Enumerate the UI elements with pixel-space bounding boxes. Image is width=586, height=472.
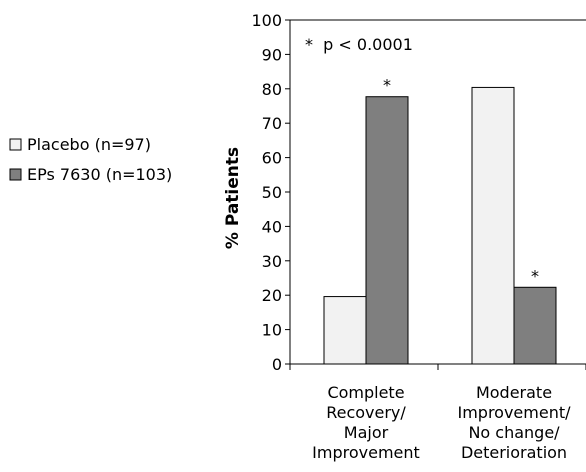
y-axis-label: % Patients (223, 147, 243, 249)
legend-label-1: Placebo (n=97) (27, 135, 151, 154)
category-label-2: Moderate Improvement/No change/Deteriorat… (457, 383, 571, 462)
bar-eps-7630-2 (513, 286, 557, 365)
bar-placebo-2 (471, 86, 515, 365)
y-tick-label: 100 (251, 11, 282, 30)
legend-swatch-2 (9, 168, 22, 181)
bar-eps-7630-1 (365, 96, 409, 365)
legend-label-2: EPs 7630 (n=103) (27, 165, 172, 184)
legend-swatch-1 (9, 138, 22, 151)
y-tick-label: 10 (262, 321, 282, 340)
significance-markers: ** (383, 76, 539, 286)
y-tick-label: 50 (262, 183, 282, 202)
bar-placebo-1 (323, 296, 367, 365)
y-tick-label: 40 (262, 217, 282, 236)
p-value-annotation: * p < 0.0001 (305, 35, 413, 54)
y-tick-label: 60 (262, 149, 282, 168)
significance-star: * (383, 76, 391, 95)
y-tick-label: 0 (272, 355, 282, 374)
y-tick-label: 90 (262, 45, 282, 64)
y-tick-label: 30 (262, 252, 282, 271)
y-tick-label: 20 (262, 286, 282, 305)
y-axis: 0 10 20 30 40 50 60 70 80 90 100 (251, 11, 290, 374)
y-tick-label: 80 (262, 80, 282, 99)
x-axis-category-labels: Complete Recovery/Major Improvement Moderat… (312, 383, 571, 462)
significance-star: * (531, 266, 539, 285)
category-label-1: Complete Recovery/Major Improvement (312, 383, 420, 462)
bars (323, 86, 557, 365)
y-tick-label: 70 (262, 114, 282, 133)
legend: Placebo (n=97) EPs 7630 (n=103) (9, 135, 172, 184)
